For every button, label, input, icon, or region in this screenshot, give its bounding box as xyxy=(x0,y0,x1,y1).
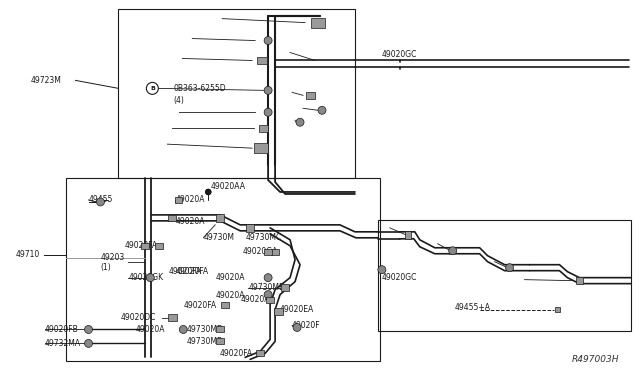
Circle shape xyxy=(296,118,304,126)
Text: 49020GK: 49020GK xyxy=(129,273,164,282)
Circle shape xyxy=(449,247,457,255)
Text: 49710: 49710 xyxy=(15,250,40,259)
Bar xyxy=(405,231,411,239)
Text: 49020AA: 49020AA xyxy=(210,182,245,190)
Text: 0B363-6255D: 0B363-6255D xyxy=(173,84,226,93)
Bar xyxy=(168,314,177,321)
Circle shape xyxy=(264,291,272,299)
Text: 49020A: 49020A xyxy=(215,273,244,282)
Text: 49020FA: 49020FA xyxy=(183,301,216,310)
Text: 49020GC: 49020GC xyxy=(382,273,417,282)
Circle shape xyxy=(84,326,93,333)
Bar xyxy=(118,9,355,178)
Text: 49020FA: 49020FA xyxy=(175,267,209,276)
Text: 49455+A: 49455+A xyxy=(454,303,491,312)
Circle shape xyxy=(378,266,386,274)
Text: 49020FA: 49020FA xyxy=(168,267,202,276)
Text: 49730MB: 49730MB xyxy=(186,337,223,346)
Bar xyxy=(221,302,229,308)
Circle shape xyxy=(264,36,272,45)
Text: 49020FA: 49020FA xyxy=(124,241,157,250)
Text: 49020FB: 49020FB xyxy=(45,325,78,334)
Text: (4): (4) xyxy=(173,96,184,105)
Circle shape xyxy=(179,326,188,333)
Bar xyxy=(156,243,163,249)
Bar xyxy=(175,197,182,203)
Text: 49020A: 49020A xyxy=(240,295,269,304)
Circle shape xyxy=(205,189,211,195)
Bar xyxy=(254,143,268,153)
Text: 49020EA: 49020EA xyxy=(280,305,314,314)
Circle shape xyxy=(205,189,211,195)
Bar xyxy=(216,327,224,333)
Bar xyxy=(266,296,274,302)
Circle shape xyxy=(147,274,154,282)
Bar xyxy=(555,307,560,312)
Text: 49020FA: 49020FA xyxy=(220,349,252,358)
Bar xyxy=(246,224,254,232)
Text: 49730ME: 49730ME xyxy=(248,283,284,292)
Bar xyxy=(216,214,224,222)
Circle shape xyxy=(84,339,93,347)
Bar xyxy=(264,249,272,255)
Text: 49020GC: 49020GC xyxy=(382,50,417,59)
Bar xyxy=(311,17,325,28)
Text: 49020A: 49020A xyxy=(215,291,244,300)
Circle shape xyxy=(318,106,326,114)
Text: 49730MC: 49730MC xyxy=(245,233,282,242)
Circle shape xyxy=(264,86,272,94)
Bar xyxy=(576,277,583,284)
Bar xyxy=(65,178,380,361)
Text: (1): (1) xyxy=(100,263,111,272)
Bar xyxy=(257,57,267,64)
Bar xyxy=(274,308,283,315)
Circle shape xyxy=(147,82,158,94)
Text: B: B xyxy=(150,86,155,91)
Text: 49732MA: 49732MA xyxy=(45,339,81,348)
Circle shape xyxy=(97,198,104,206)
Bar xyxy=(281,284,289,291)
Bar xyxy=(168,215,176,221)
Text: 49020DC: 49020DC xyxy=(120,313,156,322)
Bar xyxy=(216,339,224,344)
Bar xyxy=(256,350,264,356)
Text: 49020A: 49020A xyxy=(175,195,205,205)
Text: R497003H: R497003H xyxy=(572,355,620,364)
Text: 49455: 49455 xyxy=(88,195,113,205)
Text: 49020GA: 49020GA xyxy=(242,247,278,256)
Bar xyxy=(259,125,268,132)
Bar xyxy=(305,92,314,99)
Circle shape xyxy=(264,108,272,116)
Text: 49203: 49203 xyxy=(100,253,125,262)
Text: 49020A: 49020A xyxy=(175,217,205,227)
Bar xyxy=(271,249,279,255)
Bar xyxy=(378,220,631,331)
Circle shape xyxy=(293,324,301,331)
Circle shape xyxy=(264,274,272,282)
Text: 49730MD: 49730MD xyxy=(186,325,223,334)
Text: 49020F: 49020F xyxy=(292,321,321,330)
Bar xyxy=(141,243,149,249)
Circle shape xyxy=(506,264,513,272)
Text: 49020A: 49020A xyxy=(136,325,165,334)
Text: 49723M: 49723M xyxy=(31,76,61,85)
Text: 49730M: 49730M xyxy=(204,233,234,242)
